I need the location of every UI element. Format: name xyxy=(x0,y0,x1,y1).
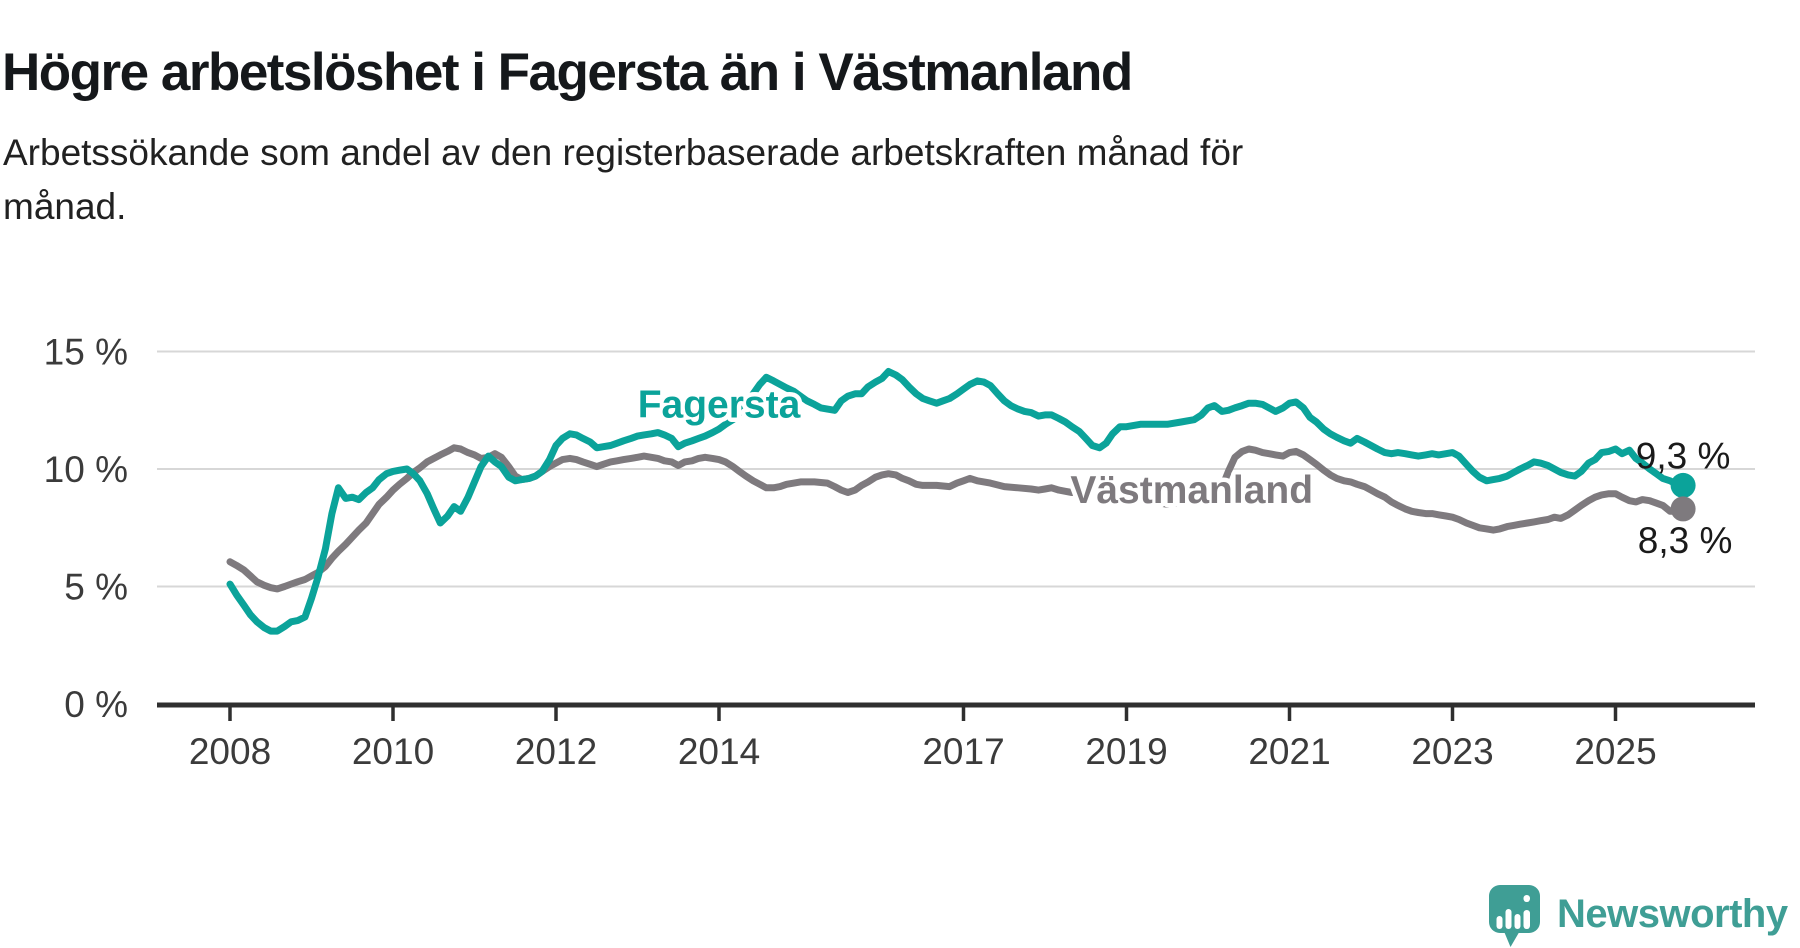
end-dot-vastmanland xyxy=(1670,496,1696,522)
x-tick-label-2010: 2010 xyxy=(352,731,434,772)
series-label-fagersta: Fagersta xyxy=(638,383,801,426)
subtitle-line-2: månad. xyxy=(3,185,127,227)
newsworthy-brand-text: Newsworthy xyxy=(1557,892,1788,936)
series-line-fagersta xyxy=(226,368,1687,635)
end-value-label-fagersta: 9,3 % xyxy=(1636,435,1731,476)
y-tick-label-5pct: 5 % xyxy=(64,567,128,608)
logo-bar-2 xyxy=(1505,909,1512,929)
x-tick-label-2014: 2014 xyxy=(678,731,760,772)
x-tick-label-2023: 2023 xyxy=(1411,731,1493,772)
x-tick-label-2019: 2019 xyxy=(1085,731,1167,772)
logo-exclamation-dot xyxy=(1523,895,1530,902)
x-tick-label-2025: 2025 xyxy=(1574,731,1656,772)
x-tick-label-2012: 2012 xyxy=(515,731,597,772)
y-tick-label-15pct: 15 % xyxy=(44,332,128,373)
logo-bar-3 xyxy=(1514,914,1521,929)
logo-exclamation-bar xyxy=(1523,910,1530,929)
series-line-vastmanland xyxy=(226,444,1687,593)
y-tick-label-10pct: 10 % xyxy=(44,449,128,490)
end-dot-fagersta xyxy=(1670,472,1696,498)
end-value-label-vastmanland: 8,3 % xyxy=(1638,520,1733,561)
logo-speech-tail xyxy=(1503,929,1521,947)
newsworthy-logo-icon xyxy=(1489,885,1540,947)
x-tick-label-2008: 2008 xyxy=(189,731,271,772)
chart-title: Högre arbetslöshet i Fagersta än i Västm… xyxy=(2,42,1133,102)
chart-subtitle: Arbetssökande som andel av den registerb… xyxy=(3,126,1503,233)
subtitle-line-1: Arbetssökande som andel av den registerb… xyxy=(3,132,1244,173)
logo-bar-1 xyxy=(1496,916,1503,929)
x-tick-label-2021: 2021 xyxy=(1248,731,1330,772)
x-tick-label-2017: 2017 xyxy=(922,731,1004,772)
series-label-vastmanland: Västmanland xyxy=(1070,469,1313,512)
y-tick-label-0pct: 0 % xyxy=(64,684,128,725)
